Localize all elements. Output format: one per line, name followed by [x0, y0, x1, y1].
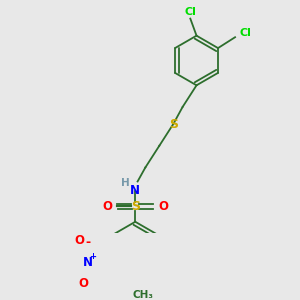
Text: -: - [85, 236, 91, 249]
Text: N: N [130, 184, 140, 197]
Text: O: O [75, 234, 85, 247]
Text: Cl: Cl [184, 8, 196, 17]
Text: N: N [82, 256, 92, 268]
Text: O: O [158, 200, 168, 213]
Text: H: H [121, 178, 130, 188]
Text: S: S [131, 200, 140, 213]
Text: O: O [79, 277, 88, 290]
Text: Cl: Cl [240, 28, 252, 38]
Text: CH₃: CH₃ [133, 290, 154, 300]
Text: +: + [89, 252, 96, 261]
Text: S: S [169, 118, 178, 130]
Text: O: O [102, 200, 112, 213]
